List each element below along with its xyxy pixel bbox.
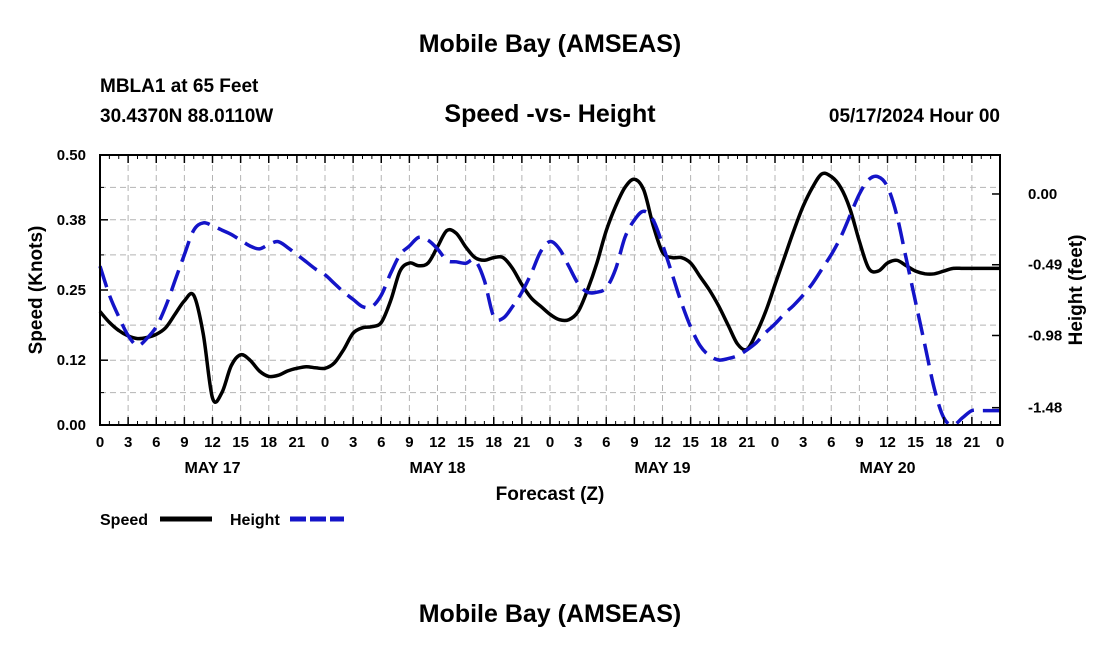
y2-tick-label: -0.49 xyxy=(1028,257,1062,274)
day-label: MAY 18 xyxy=(409,460,465,477)
x-tick-label: 3 xyxy=(349,434,357,451)
x-tick-label: 15 xyxy=(907,434,924,451)
x-tick-label: 0 xyxy=(771,434,779,451)
x-tick-label: 3 xyxy=(124,434,132,451)
chart-subtitle: Speed -vs- Height xyxy=(444,100,656,128)
x-axis-label: Forecast (Z) xyxy=(496,484,605,505)
x-tick-label: 21 xyxy=(514,434,531,451)
station-label: MBLA1 at 65 Feet xyxy=(100,76,259,97)
y-tick-label: 0.25 xyxy=(57,282,86,299)
footer-title: Mobile Bay (AMSEAS) xyxy=(418,600,682,628)
x-tick-label: 9 xyxy=(180,434,188,451)
forecast-datetime: 05/17/2024 Hour 00 xyxy=(828,106,1000,127)
grid-layer xyxy=(100,155,1000,425)
x-tick-label: 15 xyxy=(682,434,699,451)
y2-axis-label: Height (feet) xyxy=(1066,235,1087,346)
x-tick-label: 12 xyxy=(879,434,896,451)
y-axis-label: Speed (Knots) xyxy=(26,226,47,355)
x-tick-label: 12 xyxy=(204,434,221,451)
x-tick-label: 0 xyxy=(546,434,554,451)
x-tick-label: 15 xyxy=(232,434,249,451)
x-tick-label: 0 xyxy=(321,434,329,451)
x-tick-label: 12 xyxy=(429,434,446,451)
coordinates-label: 30.4370N 88.0110W xyxy=(100,106,274,127)
x-tick-label: 21 xyxy=(739,434,756,451)
x-tick-label: 3 xyxy=(574,434,582,451)
x-tick-label: 18 xyxy=(710,434,727,451)
x-tick-label: 9 xyxy=(630,434,638,451)
x-tick-label: 9 xyxy=(855,434,863,451)
day-label: MAY 17 xyxy=(184,460,240,477)
y2-tick-label: -0.98 xyxy=(1028,327,1062,344)
height-series-line xyxy=(98,174,1000,427)
axis-layer: 0 3 6 9 12 15 18 21 0 3 6 9 12 15 18 21 0 3 6 9 12 15 18 21 0 3 6 9… xyxy=(57,147,1062,477)
day-label: MAY 19 xyxy=(634,460,690,477)
legend: Speed Height xyxy=(100,512,344,529)
chart-title: Mobile Bay (AMSEAS) xyxy=(418,30,682,58)
y2-tick-label: -1.48 xyxy=(1028,400,1062,417)
x-tick-label: 9 xyxy=(405,434,413,451)
y-tick-label: 0.50 xyxy=(57,147,86,164)
x-tick-label: 21 xyxy=(289,434,306,451)
x-tick-label: 18 xyxy=(485,434,502,451)
speed-height-chart: 0 3 6 9 12 15 18 21 0 3 6 9 12 15 18 21 0 3 6 9 12 15 18 21 0 3 6 9… xyxy=(26,147,1087,529)
day-label: MAY 20 xyxy=(859,460,915,477)
y-tick-label: 0.00 xyxy=(57,417,86,434)
y-tick-label: 0.38 xyxy=(57,212,86,229)
series-layer xyxy=(98,171,1000,427)
legend-height-label: Height xyxy=(230,512,280,529)
y2-tick-label: 0.00 xyxy=(1028,186,1057,203)
legend-speed-label: Speed xyxy=(100,512,148,529)
x-tick-label: 6 xyxy=(152,434,160,451)
x-tick-label: 12 xyxy=(654,434,671,451)
x-tick-label: 15 xyxy=(457,434,474,451)
x-tick-label: 6 xyxy=(827,434,835,451)
x-tick-label: 6 xyxy=(602,434,610,451)
x-tick-label: 6 xyxy=(377,434,385,451)
y-tick-label: 0.12 xyxy=(57,352,86,369)
speed-series-line xyxy=(98,171,1000,404)
x-tick-label: 18 xyxy=(935,434,952,451)
x-tick-label: 0 xyxy=(96,434,104,451)
x-tick-label: 0 xyxy=(996,434,1004,451)
x-tick-label: 21 xyxy=(964,434,981,451)
x-tick-label: 18 xyxy=(260,434,277,451)
x-tick-label: 3 xyxy=(799,434,807,451)
